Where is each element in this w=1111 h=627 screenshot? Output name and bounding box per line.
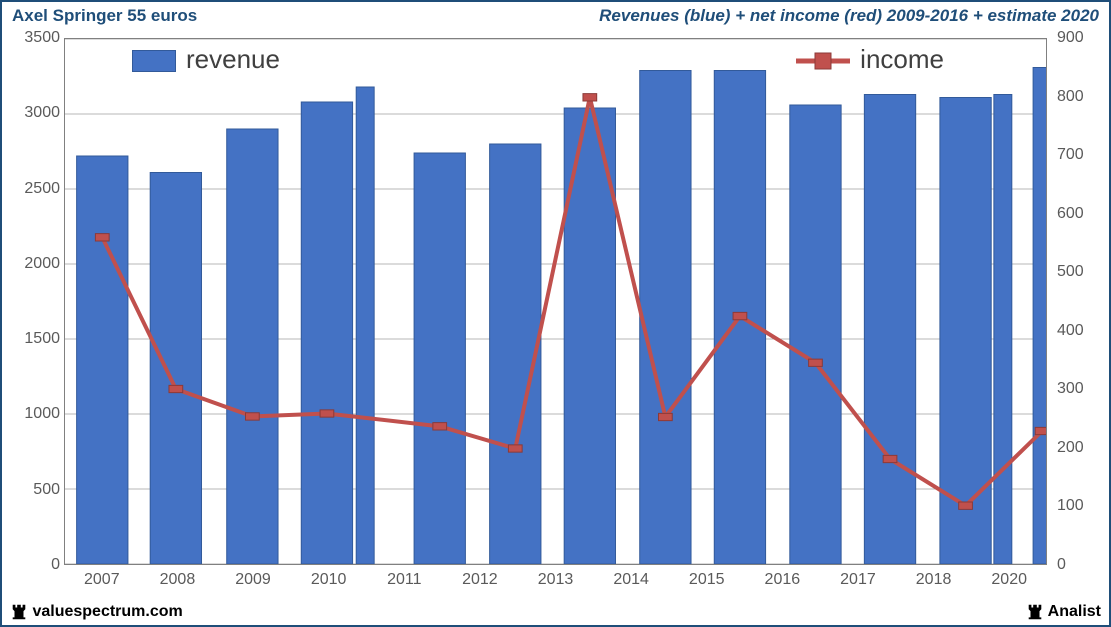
legend-revenue-swatch [132,50,176,72]
y-right-tick: 0 [1057,556,1111,574]
x-tick: 2018 [916,571,952,589]
y-left-tick: 1000 [2,405,60,423]
y-right-tick: 400 [1057,322,1111,340]
y-left-tick: 0 [2,556,60,574]
legend-income-label: income [860,44,944,74]
legend-income: income [796,44,944,75]
x-tick: 2008 [160,571,196,589]
y-left-tick: 3500 [2,29,60,47]
y-axis-left-labels: 0500100015002000250030003500 [2,38,60,565]
y-right-tick: 600 [1057,205,1111,223]
footer-right: Analist [1026,603,1101,621]
y-axis-right-labels: 0100200300400500600700800900 [1051,38,1109,565]
title-bar: Axel Springer 55 euros Revenues (blue) +… [2,2,1109,30]
footer-right-text: Analist [1048,603,1101,620]
legend-income-swatch [796,50,850,72]
y-left-tick: 2500 [2,180,60,198]
x-axis-labels: 2007 2008 2009 2010 2011 2012 2013 2014 2015 2016… [64,571,1047,595]
legend-revenue-label: revenue [186,44,280,74]
x-tick: 2017 [840,571,876,589]
x-tick: 2009 [235,571,271,589]
x-tick: 2015 [689,571,725,589]
y-right-tick: 300 [1057,380,1111,398]
title-right: Revenues (blue) + net income (red) 2009-… [599,6,1099,26]
x-tick: 2020 [991,571,1027,589]
rook-icon [1026,603,1044,621]
y-left-tick: 1500 [2,330,60,348]
x-tick: 2011 [387,571,421,589]
y-right-tick: 100 [1057,497,1111,515]
footer-left-text: valuespectrum.com [32,603,182,620]
y-right-tick: 900 [1057,29,1111,47]
y-right-tick: 700 [1057,146,1111,164]
y-left-tick: 3000 [2,104,60,122]
y-right-tick: 200 [1057,439,1111,457]
x-tick: 2016 [765,571,801,589]
chart-svg [65,39,1046,564]
footer: valuespectrum.com Analist [2,599,1109,625]
x-tick: 2007 [84,571,120,589]
plot-area [64,38,1047,565]
legend-revenue: revenue [132,44,280,75]
x-tick: 2012 [462,571,498,589]
footer-left: valuespectrum.com [10,603,183,621]
x-tick: 2010 [311,571,347,589]
x-tick: 2014 [613,571,649,589]
y-left-tick: 500 [2,481,60,499]
x-tick: 2013 [538,571,574,589]
y-right-tick: 500 [1057,263,1111,281]
y-left-tick: 2000 [2,255,60,273]
title-left: Axel Springer 55 euros [12,6,197,26]
y-right-tick: 800 [1057,88,1111,106]
chart-container: Axel Springer 55 euros Revenues (blue) +… [0,0,1111,627]
rook-icon [10,603,28,621]
